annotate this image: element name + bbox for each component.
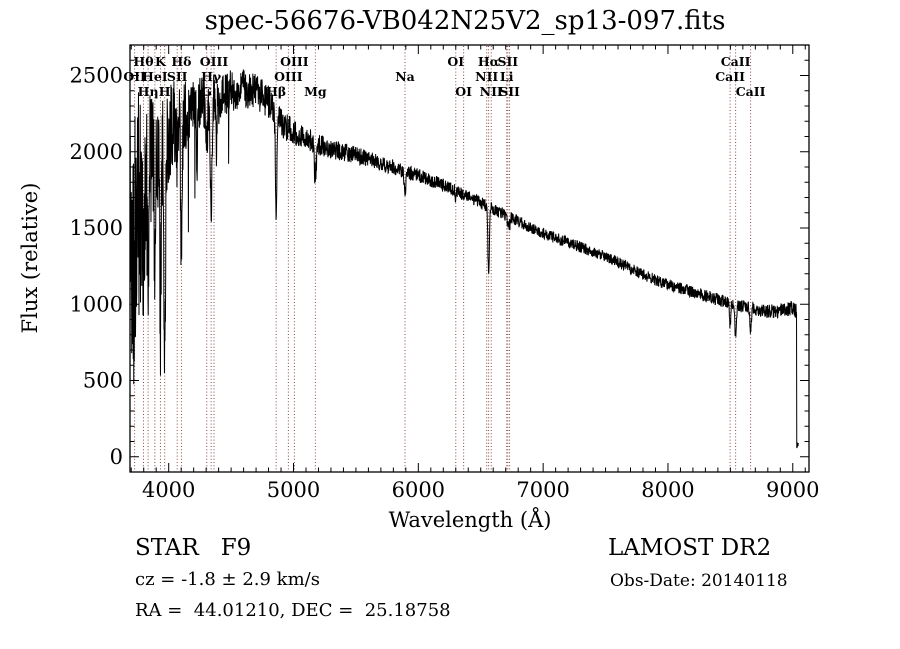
obs-date-text: Obs-Date: 20140118 [610, 571, 788, 591]
spectral-line-label: Li [500, 69, 514, 84]
spectral-line-label: OI [447, 54, 464, 69]
spectral-line-label: Mg [304, 84, 327, 99]
spectral-line-label: OII [123, 69, 146, 84]
x-tick-label: 8000 [641, 478, 694, 502]
spectral-line-label: Na [395, 69, 415, 84]
spectral-line-label: G [201, 84, 212, 99]
survey-label: LAMOST DR2 [608, 535, 772, 561]
spectral-line-label: K [155, 54, 167, 69]
spectral-line-label: OIII [274, 69, 303, 84]
x-tick-label: 9000 [766, 478, 819, 502]
spectral-line-label: OIII [280, 54, 309, 69]
spectral-line-label: SII [499, 84, 520, 99]
spectral-line-label: NII [475, 69, 498, 84]
x-axis-label: Wavelength (Å) [388, 508, 552, 532]
y-tick-label: 1500 [70, 216, 123, 240]
spectral-line-label: Hη [138, 84, 159, 99]
spectral-line-label: Hδ [171, 54, 191, 69]
spectrum-trace [130, 69, 799, 449]
plot-frame [129, 44, 810, 473]
x-tick-label: 5000 [267, 478, 320, 502]
x-tick-label: 4000 [142, 478, 195, 502]
y-tick-label: 2000 [70, 140, 123, 164]
radial-velocity-text: cz = -1.8 ± 2.9 km/s [135, 569, 320, 590]
spectral-line-label: CaII [721, 54, 751, 69]
spectral-line-label: CaII [736, 84, 766, 99]
y-tick-label: 500 [83, 369, 123, 393]
spectral-line-label: Hθ [133, 54, 153, 69]
spectral-line-label: Hβ [266, 84, 286, 99]
spectral-line-label: SII [167, 69, 188, 84]
spectral-line-label: Hα [478, 54, 500, 69]
spectral-line-label: OI [455, 84, 472, 99]
page-title: spec-56676-VB042N25V2_sp13-097.fits [204, 6, 726, 36]
ra-dec-text: RA = 44.01210, DEC = 25.18758 [135, 600, 451, 621]
spectral-line-label: HeI [142, 69, 168, 84]
spectral-line-label: OIII [200, 54, 229, 69]
y-tick-label: 0 [110, 445, 123, 469]
x-tick-label: 6000 [392, 478, 445, 502]
spectral-line-label: Hγ [201, 69, 222, 84]
spectral-line-label: CaII [715, 69, 745, 84]
x-tick-label: 7000 [516, 478, 569, 502]
y-tick-label: 2500 [70, 64, 123, 88]
spectral-line-label: H [159, 84, 171, 99]
spectral-line-label: NII [480, 84, 503, 99]
spectral-line-label: SII [497, 54, 518, 69]
y-tick-label: 1000 [70, 292, 123, 316]
y-axis-label: Flux (relative) [18, 182, 42, 334]
object-class-label: STAR F9 [135, 535, 252, 561]
